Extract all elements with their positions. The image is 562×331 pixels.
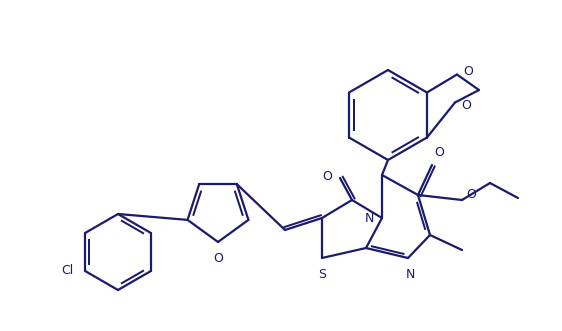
Text: O: O xyxy=(463,65,473,78)
Text: S: S xyxy=(318,268,326,281)
Text: O: O xyxy=(322,169,332,182)
Text: O: O xyxy=(434,146,444,159)
Text: O: O xyxy=(466,187,476,201)
Text: O: O xyxy=(213,252,223,265)
Text: O: O xyxy=(461,99,471,112)
Text: Cl: Cl xyxy=(61,264,73,277)
Text: N: N xyxy=(405,268,415,281)
Text: N: N xyxy=(365,212,374,224)
